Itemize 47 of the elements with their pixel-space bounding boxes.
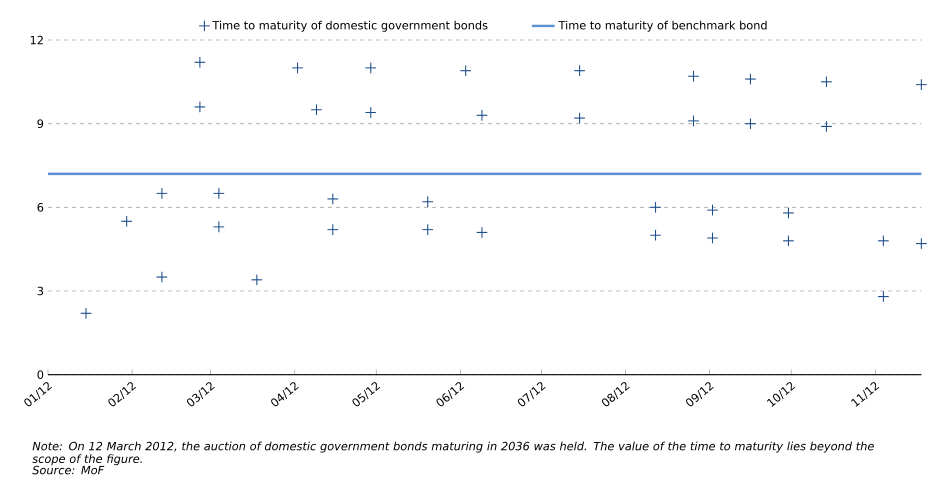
y-tick-label: 0: [38, 370, 44, 379]
point: [460, 64, 472, 77]
point: [194, 56, 206, 68]
point: [156, 188, 168, 200]
point: [213, 188, 225, 200]
point: [706, 204, 718, 216]
legend-label: Time to maturity of benchmark bond: [558, 20, 767, 32]
point: [878, 234, 890, 247]
point: [476, 109, 488, 122]
point: [364, 62, 377, 74]
point: [326, 224, 339, 236]
point: [688, 115, 700, 127]
point: [744, 118, 756, 130]
source-note: Source: MoF: [32, 466, 104, 474]
point: [820, 120, 832, 132]
point: [364, 106, 377, 118]
point: [688, 70, 700, 82]
y-tick-label: 3: [38, 286, 44, 296]
point: [706, 232, 718, 244]
point: [213, 220, 225, 233]
point: [476, 226, 488, 238]
point: [422, 224, 434, 236]
legend-label: Time to maturity of domestic government bonds: [212, 20, 488, 32]
point: [194, 101, 206, 113]
point: [80, 307, 92, 320]
point: [574, 64, 586, 77]
point: [782, 234, 794, 247]
point: [422, 196, 434, 208]
point: [820, 76, 832, 88]
point: [782, 207, 794, 219]
point: [574, 112, 586, 124]
point: [744, 73, 756, 85]
point: [120, 215, 133, 228]
point: [878, 290, 890, 302]
point: [292, 62, 304, 74]
point: [915, 78, 928, 90]
point: [156, 271, 168, 283]
text: Note: On 12 March 2012, the auction of domestic government bonds maturing in 2036 was held. The value of the time to maturity lies beyond the scope of the figure.: [32, 442, 874, 466]
point: [310, 104, 322, 116]
point: [326, 193, 339, 205]
y-tick-label: 9: [37, 119, 44, 128]
point: [650, 201, 662, 214]
point: [915, 238, 928, 250]
point: [650, 229, 662, 242]
point: [250, 274, 263, 286]
y-tick-label: 6: [38, 203, 44, 212]
y-tick-label: 12: [30, 36, 43, 44]
